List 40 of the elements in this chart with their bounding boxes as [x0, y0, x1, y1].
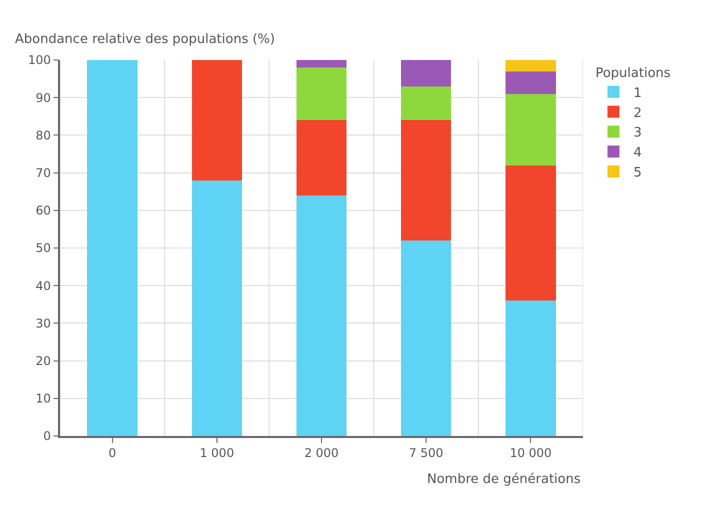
bar [401, 86, 452, 120]
bar [87, 60, 138, 436]
y-tick-label: 50 [36, 241, 51, 256]
y-tick-label: 80 [36, 128, 51, 142]
bar [506, 300, 556, 436]
bar [296, 68, 347, 120]
bar [506, 165, 556, 301]
bar [506, 60, 556, 72]
bar [506, 71, 556, 94]
bar [296, 120, 347, 196]
x-tick-label: 10 000 [510, 446, 552, 460]
y-axis-title: Abondance relative des populations (%) [15, 32, 275, 47]
y-tick-label: 30 [36, 316, 51, 330]
x-tick-label: 1 000 [200, 446, 234, 460]
legend-label: 5 [633, 166, 642, 181]
legend-title: Populations [595, 66, 671, 81]
y-tick-label: 10 [36, 392, 51, 406]
y-tick-label: 0 [43, 429, 51, 444]
bar [192, 180, 242, 436]
y-tick-label: 90 [36, 90, 51, 105]
bar [401, 60, 452, 86]
x-tick-label: 2 000 [304, 446, 339, 460]
bar [296, 60, 347, 68]
bar [296, 195, 347, 436]
y-tick-label: 70 [36, 166, 51, 180]
bar [401, 120, 452, 240]
bar [506, 94, 556, 166]
legend-label: 4 [633, 146, 642, 161]
x-tick-label: 0 [108, 446, 116, 460]
x-axis-title: Nombre de générations [427, 472, 581, 487]
legend-label: 1 [633, 86, 642, 101]
bar [192, 60, 242, 180]
y-tick-label: 60 [36, 204, 51, 218]
y-tick-label: 40 [36, 278, 51, 293]
y-tick-label: 100 [28, 53, 51, 68]
bar [401, 240, 452, 436]
x-tick-label: 7 500 [408, 446, 444, 460]
legend-label: 2 [633, 106, 642, 121]
legend-label: 3 [633, 126, 642, 141]
y-tick-label: 20 [36, 354, 51, 368]
